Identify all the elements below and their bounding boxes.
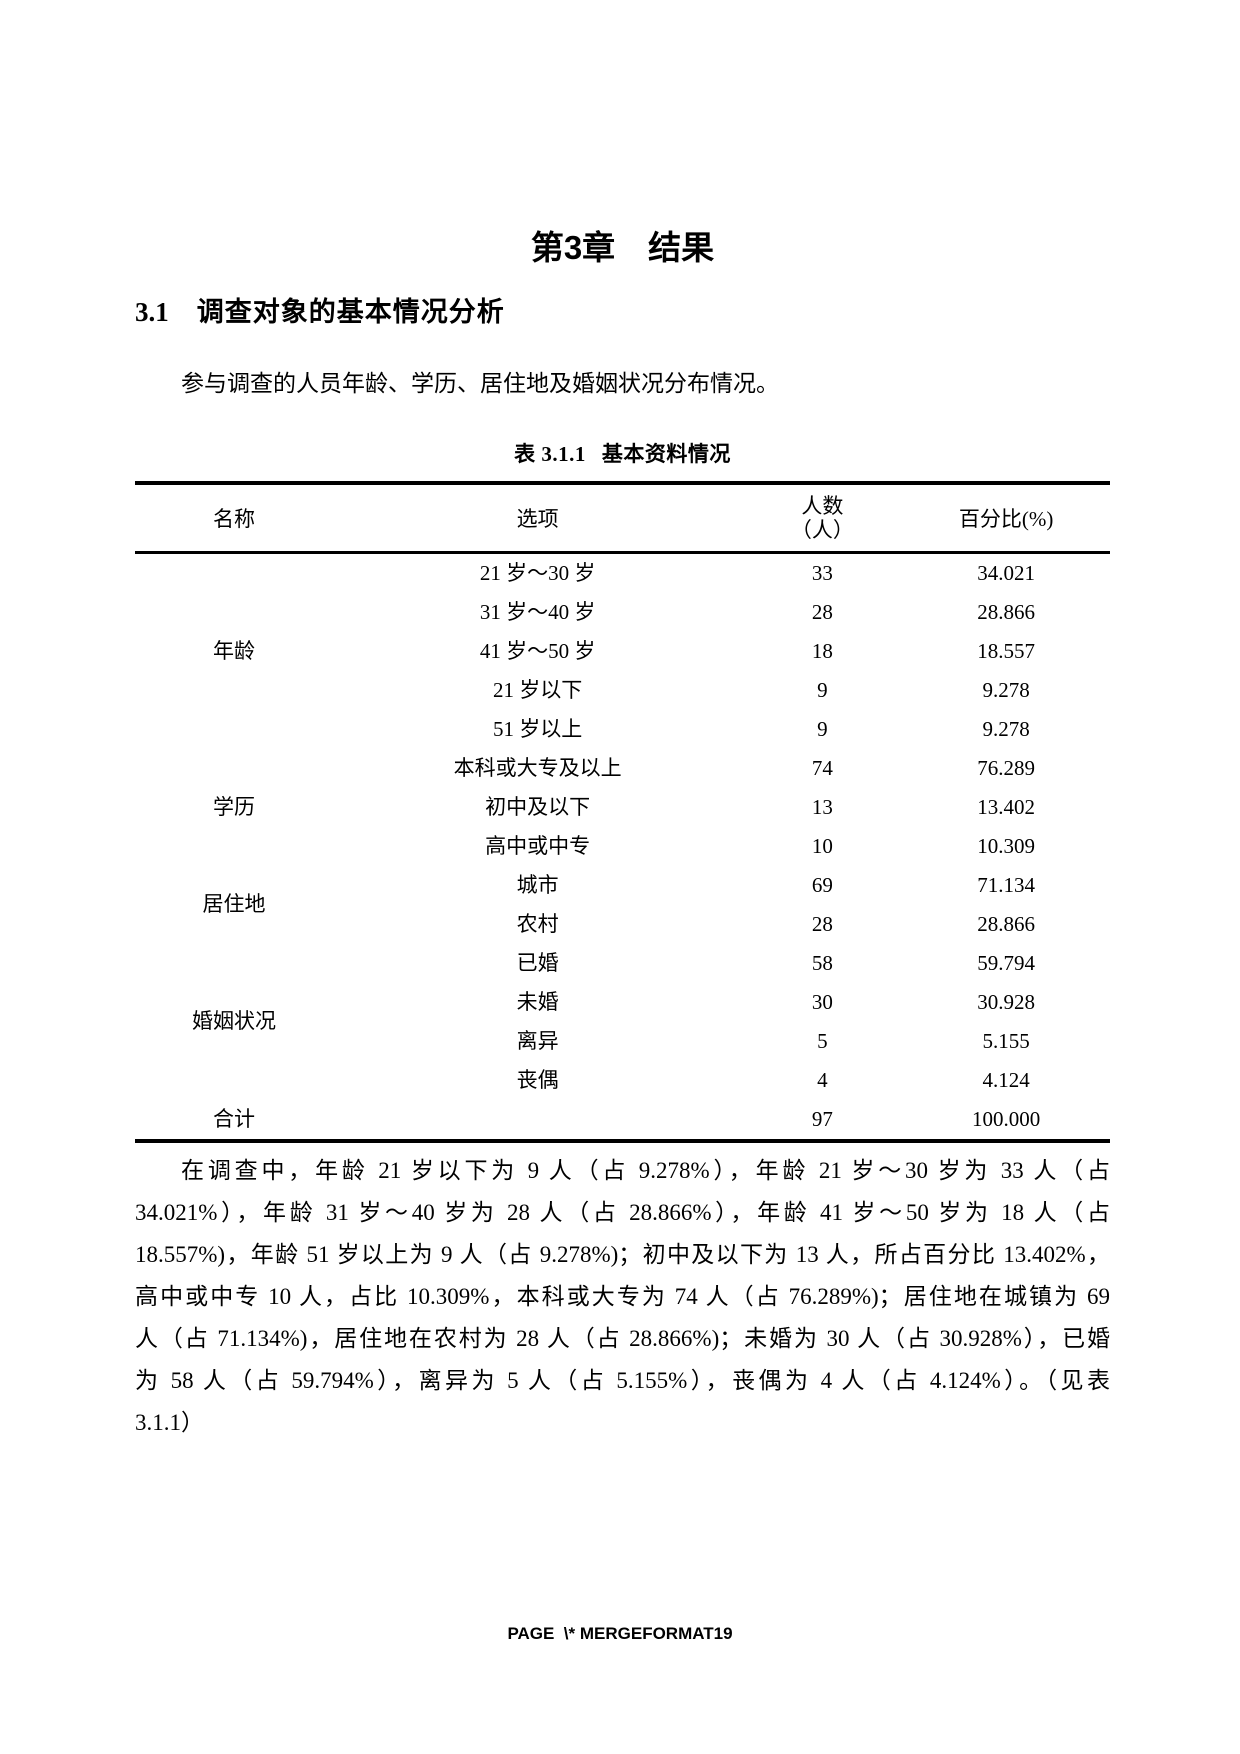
analysis-line: 人（占 71.134%)，居住地在农村为 28 人（占 28.866%)；未婚为… [135, 1326, 1110, 1351]
table-row: 农村 28 28.866 [135, 905, 1110, 944]
analysis-line: 18.557%)，年龄 51 岁以上为 9 人（占 9.278%)；初中及以下为… [135, 1242, 1110, 1267]
group-label-age: 年龄 [212, 638, 255, 663]
column-header-count-line1: 人数 [801, 493, 844, 518]
count-cell: 4 [817, 1068, 828, 1092]
column-header-option: 选项 [332, 483, 743, 554]
table-row: 51 岁以上 9 9.278 [135, 710, 1110, 749]
option-cell: 已婚 [516, 951, 559, 975]
percent-cell: 4.124 [982, 1068, 1030, 1092]
total-percent: 100.000 [972, 1107, 1041, 1131]
percent-cell: 13.402 [977, 795, 1036, 819]
count-cell: 30 [811, 990, 833, 1014]
column-header-name: 名称 [135, 483, 333, 554]
percent-cell: 34.021 [977, 561, 1036, 585]
percent-cell: 9.278 [982, 717, 1030, 741]
count-cell: 18 [811, 639, 833, 663]
option-cell: 丧偶 [516, 1068, 559, 1092]
option-cell: 本科或大专及以上 [453, 756, 622, 780]
analysis-paragraph: 在调查中，年龄 21 岁以下为 9 人（占 9.278%），年龄 21 岁～30… [135, 1150, 1110, 1444]
basic-info-table: 名称 选项 人数 （人） 百分比(%) 年龄 21 岁～30 岁 33 34.0… [135, 481, 1110, 1143]
percent-cell: 28.866 [977, 600, 1036, 624]
option-cell: 31 岁～40 岁 [479, 600, 596, 624]
table-row: 41 岁～50 岁 18 18.557 [135, 632, 1110, 671]
total-label: 合计 [212, 1106, 255, 1131]
intro-paragraph: 参与调查的人员年龄、学历、居住地及婚姻状况分布情况。 [181, 371, 779, 396]
count-cell: 28 [811, 600, 833, 624]
table-row: 初中及以下 13 13.402 [135, 788, 1110, 827]
count-cell: 13 [811, 795, 833, 819]
analysis-line: 34.021%），年龄 31 岁～40 岁为 28 人（占 28.866%），年… [135, 1200, 1110, 1225]
table-header-row: 名称 选项 人数 （人） 百分比(%) [135, 483, 1110, 554]
count-cell: 10 [811, 834, 833, 858]
column-header-count-line2: （人） [790, 518, 854, 542]
column-header-percent: 百分比(%) [902, 483, 1110, 554]
count-cell: 5 [817, 1029, 828, 1053]
option-cell: 初中及以下 [485, 795, 591, 819]
percent-cell: 18.557 [977, 639, 1036, 663]
table-row: 离异 5 5.155 [135, 1022, 1110, 1061]
count-cell: 74 [811, 756, 833, 780]
page-footer-field: PAGE \* MERGEFORMAT19 [507, 1624, 733, 1643]
percent-cell: 10.309 [977, 834, 1036, 858]
percent-cell: 59.794 [977, 951, 1036, 975]
group-label-marital: 婚姻状况 [191, 1009, 276, 1034]
percent-cell: 76.289 [977, 756, 1036, 780]
table-row: 31 岁～40 岁 28 28.866 [135, 593, 1110, 632]
count-cell: 9 [817, 678, 828, 702]
column-header-count: 人数 （人） [742, 483, 903, 554]
section-heading: 3.1 调查对象的基本情况分析 [135, 296, 1110, 328]
option-cell: 城市 [516, 873, 559, 897]
table-row: 年龄 21 岁～30 岁 33 34.021 [135, 553, 1110, 663]
percent-cell: 28.866 [977, 912, 1036, 936]
option-cell: 未婚 [516, 990, 559, 1014]
table-caption-title: 基本资料情况 [601, 443, 731, 466]
table-row: 丧偶 4 4.124 [135, 1061, 1110, 1100]
table-row: 学历 本科或大专及以上 74 76.289 [135, 749, 1110, 819]
analysis-line: 3.1.1） [135, 1410, 204, 1435]
count-cell: 28 [811, 912, 833, 936]
analysis-line: 为 58 人（占 59.794%），离异为 5 人（占 5.155%），丧偶为 … [135, 1368, 1110, 1393]
table-row: 婚姻状况 已婚 58 59.794 [135, 944, 1110, 1033]
option-cell: 51 岁以上 [493, 717, 583, 741]
percent-cell: 30.928 [977, 990, 1036, 1014]
count-cell: 9 [817, 717, 828, 741]
option-cell: 离异 [516, 1029, 559, 1053]
analysis-line: 高中或中专 10 人，占比 10.309%，本科或大专为 74 人（占 76.2… [135, 1284, 1110, 1309]
group-label-residence: 居住地 [202, 892, 266, 917]
table-row: 高中或中专 10 10.309 [135, 827, 1110, 866]
section-heading-text: 调查对象的基本情况分析 [196, 297, 505, 327]
total-option-empty [333, 1100, 743, 1141]
option-cell: 41 岁～50 岁 [479, 639, 596, 663]
table-row: 居住地 城市 69 71.134 [135, 866, 1110, 916]
count-cell: 69 [811, 873, 833, 897]
count-cell: 33 [811, 561, 833, 585]
total-count: 97 [811, 1107, 833, 1131]
table-caption: 表 3.1.1 基本资料情况 [135, 438, 1110, 468]
group-label-education: 学历 [212, 794, 255, 819]
table-row: 未婚 30 30.928 [135, 983, 1110, 1022]
analysis-line: 在调查中，年龄 21 岁以下为 9 人（占 9.278%），年龄 21 岁～30… [181, 1158, 1110, 1183]
table-total-row: 合计 97 100.000 [135, 1100, 1110, 1141]
chapter-title: 第3章 结果 [530, 229, 715, 266]
option-cell: 21 岁以下 [493, 678, 583, 702]
option-cell: 21 岁～30 岁 [479, 561, 596, 585]
table-caption-number: 表 3.1.1 [514, 442, 586, 466]
percent-cell: 5.155 [982, 1029, 1030, 1053]
percent-cell: 9.278 [982, 678, 1030, 702]
count-cell: 58 [811, 951, 833, 975]
percent-cell: 71.134 [977, 873, 1036, 897]
option-cell: 高中或中专 [485, 834, 591, 858]
section-number: 3.1 [135, 297, 169, 327]
table-row: 21 岁以下 9 9.278 [135, 671, 1110, 710]
option-cell: 农村 [516, 912, 559, 936]
